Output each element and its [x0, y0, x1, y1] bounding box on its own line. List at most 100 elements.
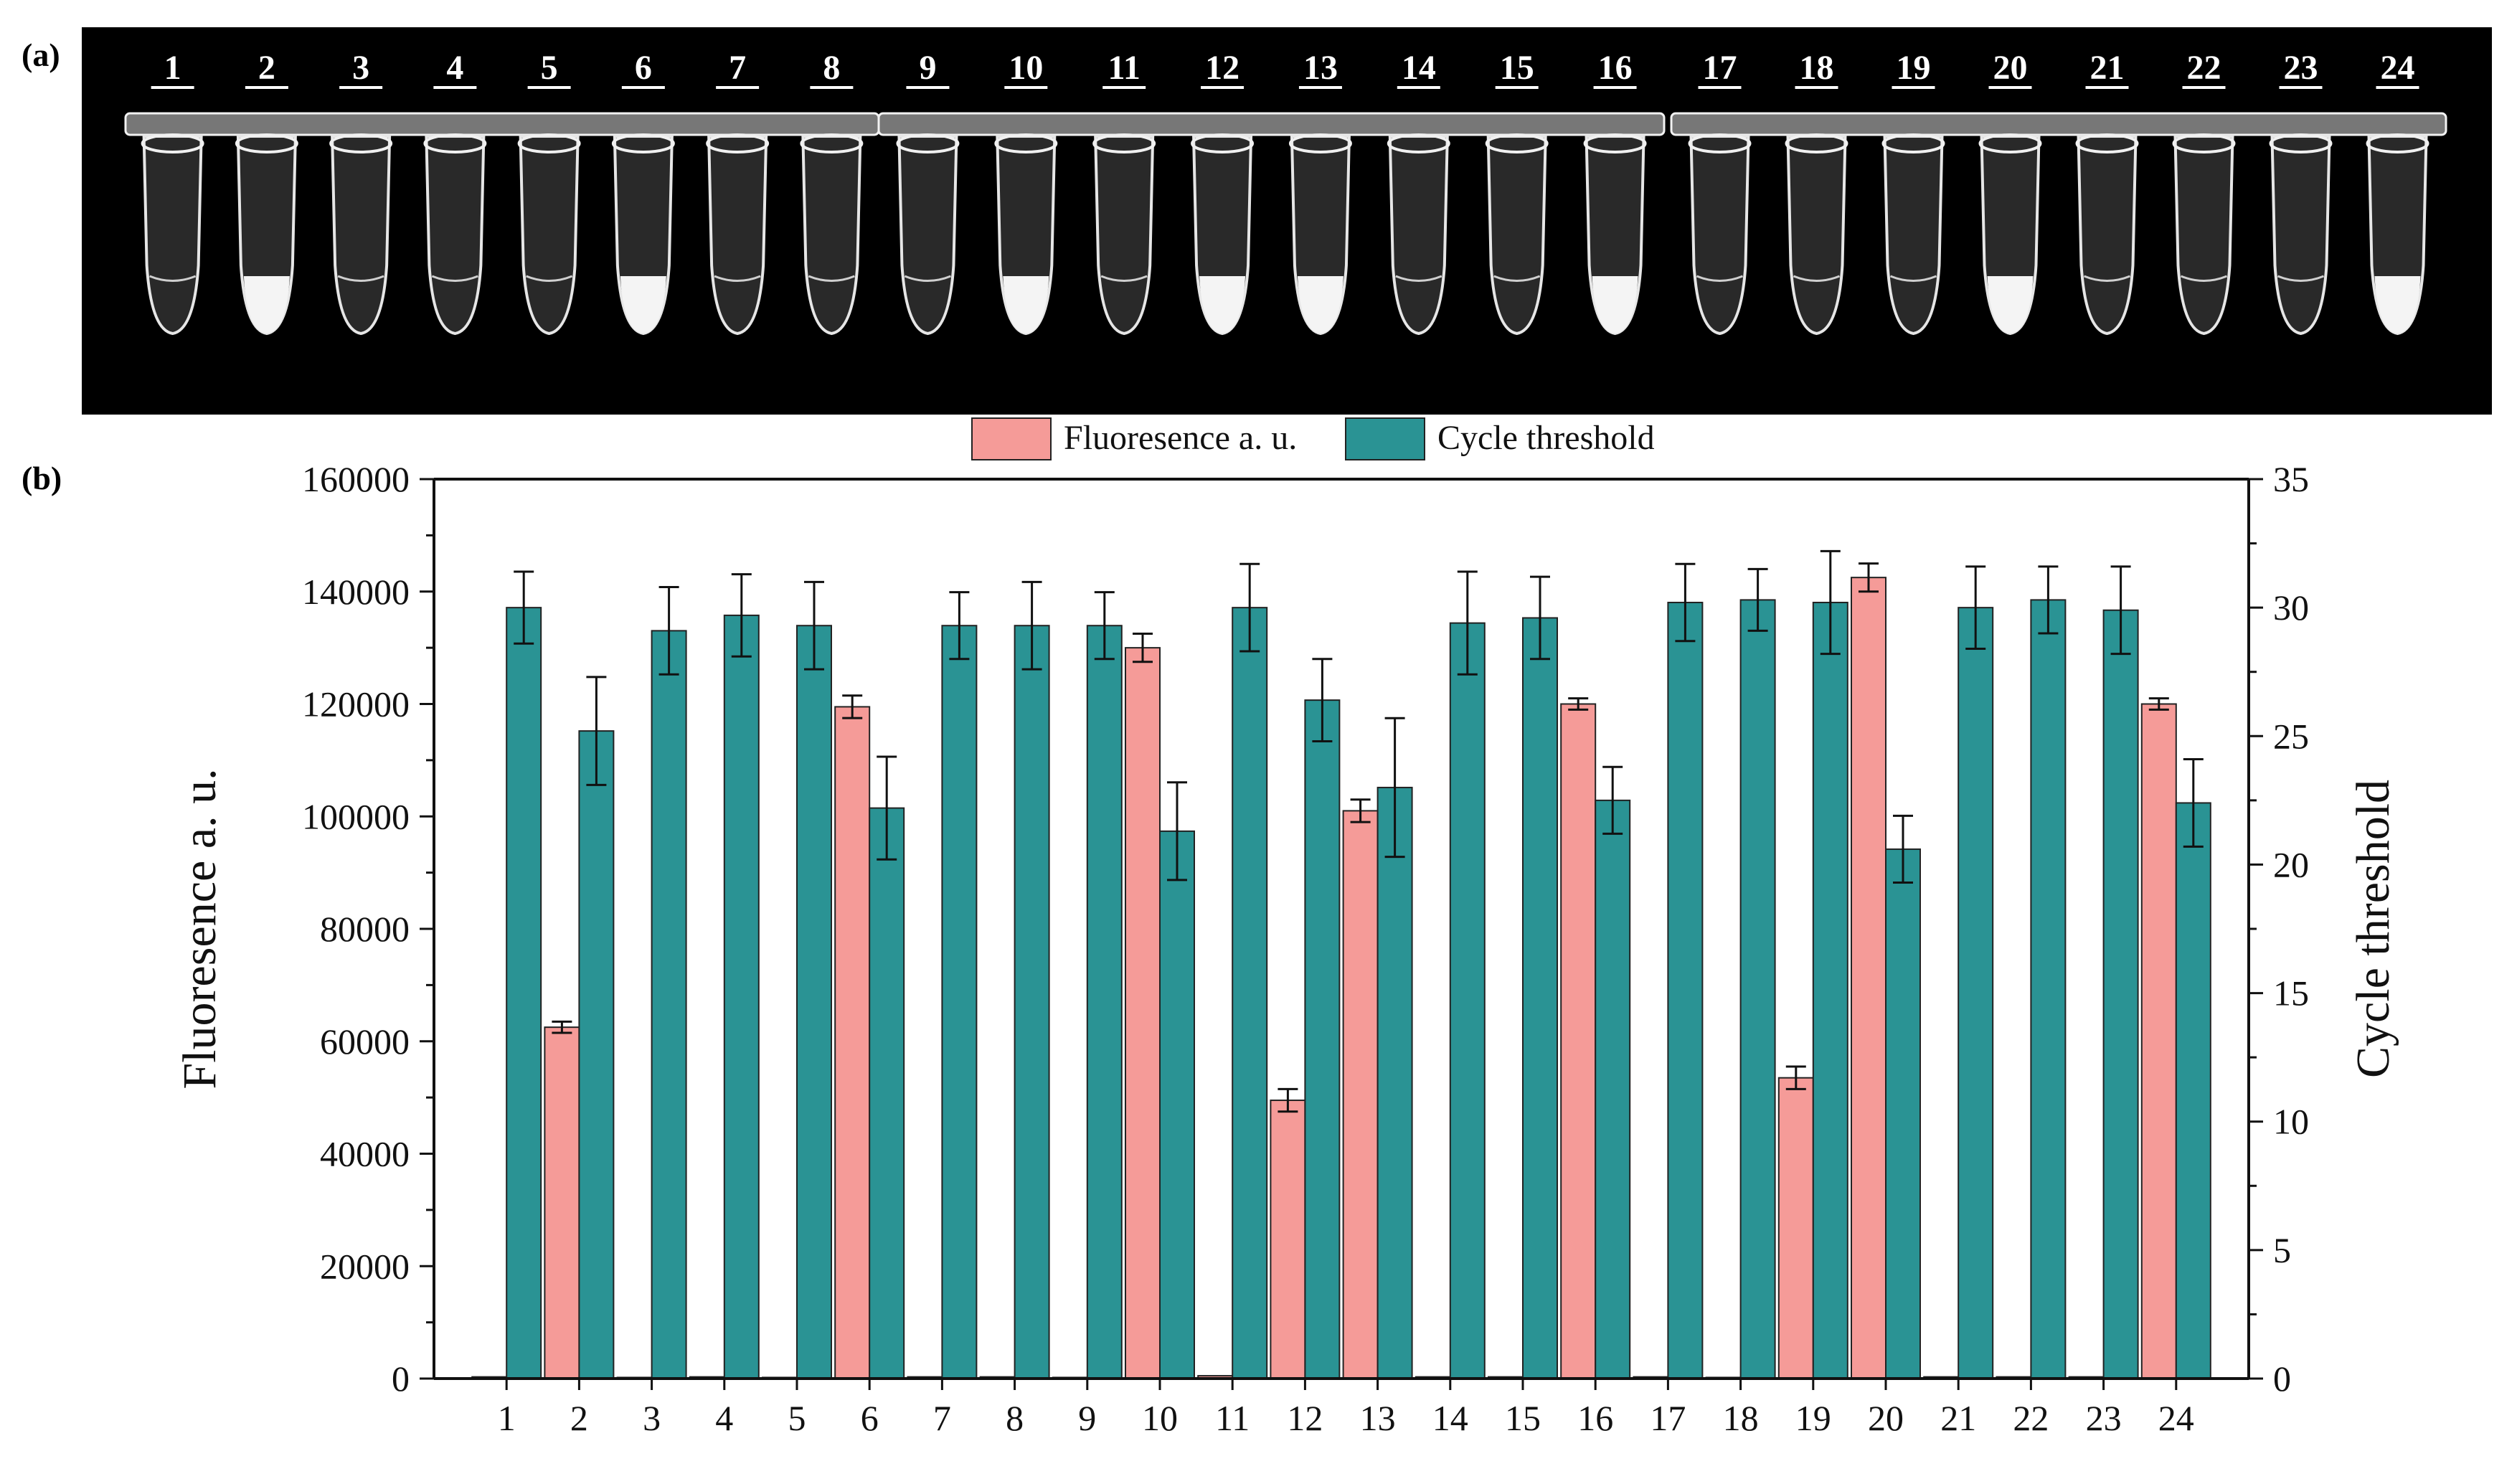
y-axis-title-left: Fluoresence a. u.	[174, 768, 226, 1089]
x-tick-label: 17	[1650, 1398, 1686, 1438]
cycle-threshold-bar	[723, 614, 760, 1379]
fluorescence-bar	[2140, 703, 2177, 1379]
tube	[800, 133, 864, 336]
tube-meniscus	[337, 275, 384, 282]
x-tick-label: 22	[2013, 1398, 2049, 1438]
strip-frame	[877, 112, 1666, 136]
cycle-threshold-bar	[1159, 830, 1195, 1379]
tube-photo: 1 2 3 4 5 6 7 8 9 10 11 12 13 14 15 16 17 18 19 20 21 22 23 24	[82, 27, 2492, 415]
tube	[1288, 133, 1352, 336]
y-tick-label-right: 10	[2273, 1102, 2309, 1142]
y-tick-label-left: 0	[392, 1358, 410, 1399]
tube-rim	[141, 133, 204, 153]
tube	[1978, 133, 2042, 336]
tube-body	[1486, 135, 1547, 336]
y-tick-label-right: 35	[2273, 459, 2309, 499]
tube-body	[2077, 135, 2138, 336]
tube-label: 18	[1800, 49, 1834, 87]
tube-label: 24	[2381, 49, 2415, 87]
cycle-threshold-bar	[1014, 625, 1050, 1379]
tube	[896, 133, 960, 336]
tube-rim	[1978, 133, 2042, 153]
tube-body	[1388, 135, 1449, 336]
tube-rim	[2172, 133, 2236, 153]
tube-rim	[329, 133, 393, 153]
tube-label: 16	[1598, 49, 1633, 87]
legend-swatch-fluorescence	[971, 417, 1052, 460]
strip-frame	[1670, 112, 2447, 136]
tube-label: 3	[352, 49, 369, 87]
tube-body	[1689, 135, 1750, 336]
tube	[1881, 133, 1945, 336]
tube-label: 17	[1703, 49, 1737, 87]
tube-rim	[2075, 133, 2139, 153]
y-tick-label-left: 40000	[320, 1134, 410, 1174]
tube-rim	[1387, 133, 1450, 153]
x-tick-label: 21	[1940, 1398, 1976, 1438]
tube-meniscus	[1100, 275, 1148, 282]
tube-meniscus	[1889, 275, 1937, 282]
photo-background	[82, 27, 2492, 415]
tube	[1092, 133, 1156, 336]
tube-rim	[1881, 133, 1945, 153]
tube-label: 14	[1402, 49, 1436, 87]
x-tick-label: 1	[498, 1398, 516, 1438]
y-tick-label-right: 0	[2273, 1358, 2291, 1399]
x-tick-label: 14	[1432, 1398, 1468, 1438]
tube	[1387, 133, 1450, 336]
tube	[2172, 133, 2236, 336]
tube-body	[519, 135, 580, 336]
tube-label: 12	[1205, 49, 1239, 87]
tube-precipitate	[1592, 276, 1638, 334]
x-tick-label: 10	[1142, 1398, 1178, 1438]
cycle-threshold-bar	[506, 607, 542, 1380]
tube-meniscus	[2277, 275, 2325, 282]
y-tick-label-left: 20000	[320, 1246, 410, 1286]
tube	[329, 133, 393, 336]
tube-label: 4	[446, 49, 463, 87]
y-tick-label-left: 60000	[320, 1021, 410, 1062]
tube-rim	[423, 133, 487, 153]
tube-precipitate	[243, 276, 290, 334]
x-tick-label: 6	[861, 1398, 879, 1438]
y-tick-label-left: 120000	[302, 684, 410, 724]
y-tick-label-right: 15	[2273, 973, 2309, 1013]
tube-label: 13	[1303, 49, 1338, 87]
tube-meniscus	[1696, 275, 1744, 282]
tube-label: 1	[164, 49, 181, 87]
x-tick-label: 23	[2086, 1398, 2122, 1438]
y-tick-label-right: 25	[2273, 716, 2309, 756]
tube-body	[1883, 135, 1944, 336]
tube-meniscus	[714, 275, 761, 282]
tube-body	[897, 135, 958, 336]
fluorescence-bar	[1342, 810, 1379, 1379]
tube-rim	[800, 133, 864, 153]
tube-label: 2	[258, 49, 275, 87]
tube-strip-2	[877, 112, 1666, 336]
panel-a-label: (a)	[22, 37, 60, 73]
cycle-threshold-bar	[2102, 609, 2139, 1379]
tube-label: 7	[729, 49, 746, 87]
cycle-threshold-bar	[1885, 848, 1921, 1379]
legend-label-fluorescence: Fluoresence a. u.	[1064, 419, 1297, 457]
cycle-threshold-bar	[1667, 601, 1704, 1379]
tube-rim	[2269, 133, 2333, 153]
y-tick-label-left: 140000	[302, 572, 410, 612]
cycle-threshold-bar	[869, 807, 905, 1379]
cycle-threshold-bar	[1522, 617, 1558, 1380]
cycle-threshold-bar	[1232, 607, 1268, 1380]
tube	[611, 133, 675, 336]
tube-label: 6	[635, 49, 652, 87]
legend-swatch-cycle	[1345, 417, 1425, 460]
y-tick-label-right: 30	[2273, 587, 2309, 628]
tube-label: 5	[541, 49, 558, 87]
tube-meniscus	[526, 275, 573, 282]
tube-rim	[517, 133, 581, 153]
tube-precipitate	[620, 276, 666, 334]
tube-label: 22	[2187, 49, 2221, 87]
x-tick-label: 2	[570, 1398, 588, 1438]
tube-label: 8	[823, 49, 840, 87]
fluorescence-bar	[544, 1026, 580, 1379]
tube	[2366, 133, 2429, 336]
fluorescence-bar	[834, 706, 871, 1379]
